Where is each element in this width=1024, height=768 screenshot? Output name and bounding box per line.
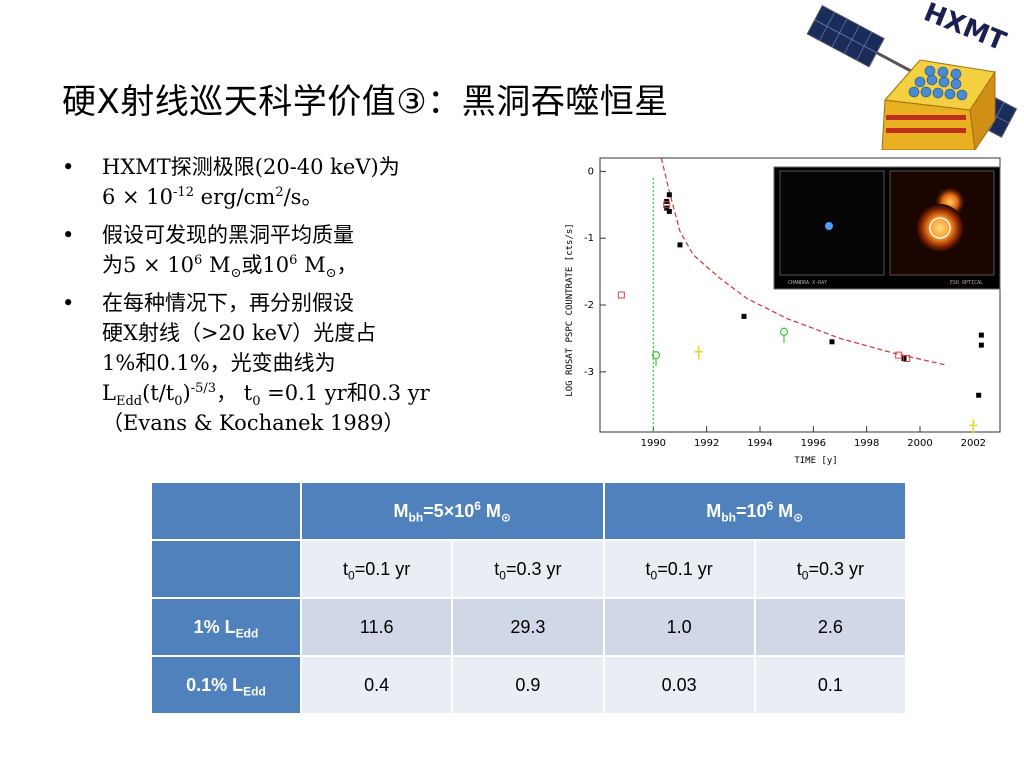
header-mass-5e6: Mbh=5×106 M⊙ bbox=[300, 481, 605, 541]
y-tick-label: -2 bbox=[584, 300, 594, 311]
bullet-line: 假设可发现的黑洞平均质量 bbox=[102, 223, 354, 247]
subheader-t0: t0=0.3 yr bbox=[753, 539, 908, 599]
bullet-line: 在每种情况下，再分别假设 bbox=[102, 291, 354, 315]
data-point bbox=[978, 332, 984, 338]
bullet-line: LEdd(t/t0)-5/3， t0 =0.1 yr和0.3 yr bbox=[102, 381, 430, 410]
bullet-line: 为5 × 106 M⊙或106 M⊙， bbox=[102, 253, 358, 282]
bullet-marker: • bbox=[62, 155, 75, 179]
data-point bbox=[976, 392, 982, 398]
lightcurve-chart: 1990 1992 1994 1996 1998 2000 2002 0 -1 -2 -3 CHAN… bbox=[558, 150, 1008, 470]
inset-label-chandra: CHANDRA X-RAY bbox=[788, 280, 827, 286]
slide-title: 硬X射线巡天科学价值③：黑洞吞噬恒星 bbox=[62, 82, 669, 122]
table-row: 1% LEdd 11.6 29.3 1.0 2.6 bbox=[150, 597, 908, 657]
table-cell: 11.6 bbox=[299, 597, 454, 657]
row-label: 0.1% LEdd bbox=[150, 655, 302, 715]
y-tick-label: -3 bbox=[584, 367, 594, 378]
bullet-line: （Evans & Kochanek 1989） bbox=[102, 411, 405, 435]
x-tick-label: 2000 bbox=[907, 438, 932, 449]
x-tick-label: 1994 bbox=[747, 438, 772, 449]
inset-label-eso: ESO OPTICAL bbox=[950, 280, 983, 286]
bullet-marker: • bbox=[62, 223, 75, 247]
data-point bbox=[978, 342, 984, 348]
x-tick-label: 1998 bbox=[854, 438, 879, 449]
subheader-t0: t0=0.1 yr bbox=[299, 539, 454, 599]
row-label: 1% LEdd bbox=[150, 597, 302, 657]
subheader-t0: t0=0.3 yr bbox=[451, 539, 605, 599]
data-point bbox=[829, 339, 835, 345]
table-cell: 0.1 bbox=[753, 655, 908, 715]
subheader-corner bbox=[150, 539, 302, 599]
data-point bbox=[663, 201, 671, 209]
table-row: 0.1% LEdd 0.4 0.9 0.03 0.1 bbox=[150, 655, 908, 715]
header-mass-1e6: Mbh=106 M⊙ bbox=[602, 481, 907, 541]
table-header-row: Mbh=5×106 M⊙ Mbh=106 M⊙ bbox=[150, 481, 907, 541]
data-point bbox=[666, 208, 672, 214]
bullet-item: • 在每种情况下，再分别假设 硬X射线（>20 keV）光度占 1%和0.1%，… bbox=[62, 288, 492, 438]
inset-images: CHANDRA X-RAY ESO OPTICAL bbox=[773, 166, 1001, 290]
model-curve bbox=[660, 157, 947, 366]
hxmt-satellite-logo: HXMT bbox=[806, 0, 1018, 150]
bullet-line: HXMT探测极限(20-40 keV)为 bbox=[102, 155, 400, 179]
x-tick-label: 1990 bbox=[641, 438, 666, 449]
table-cell: 0.03 bbox=[602, 655, 756, 715]
plot-frame bbox=[599, 157, 1001, 433]
subheader-t0: t0=0.1 yr bbox=[602, 539, 756, 599]
chandra-source bbox=[825, 222, 833, 230]
bullet-line: 6 × 10-12 erg/cm2/s。 bbox=[102, 185, 323, 209]
table-cell: 29.3 bbox=[451, 597, 605, 657]
bullet-list: • HXMT探测极限(20-40 keV)为 6 × 10-12 erg/cm2… bbox=[62, 152, 492, 446]
table-cell: 2.6 bbox=[753, 597, 908, 657]
table-cell: 1.0 bbox=[602, 597, 756, 657]
bullet-line: 硬X射线（>20 keV）光度占 bbox=[102, 321, 377, 345]
bullet-line: 1%和0.1%，光变曲线为 bbox=[102, 351, 336, 375]
chart-xlabel: TIME [y] bbox=[794, 456, 837, 466]
data-point bbox=[666, 192, 672, 198]
header-corner bbox=[150, 481, 302, 541]
data-point bbox=[903, 354, 911, 362]
y-tick-label: -1 bbox=[584, 233, 594, 244]
bullet-marker: • bbox=[62, 291, 75, 315]
data-point bbox=[741, 313, 747, 319]
y-tick-label: 0 bbox=[588, 166, 594, 177]
x-tick-label: 2002 bbox=[961, 438, 986, 449]
bullet-item: • HXMT探测极限(20-40 keV)为 6 × 10-12 erg/cm2… bbox=[62, 152, 492, 212]
x-tick-label: 1996 bbox=[801, 438, 826, 449]
logo-text: HXMT bbox=[920, 0, 1011, 57]
chart-ylabel: LOG ROSAT PSPC COUNTRATE [cts/s] bbox=[565, 223, 575, 396]
results-table: Mbh=5×106 M⊙ Mbh=106 M⊙ t0=0.1 yr t0=0.3… bbox=[150, 481, 908, 715]
table-cell: 0.9 bbox=[451, 655, 605, 715]
table-subheader-row: t0=0.1 yr t0=0.3 yr t0=0.1 yr t0=0.3 yr bbox=[150, 539, 908, 599]
table-cell: 0.4 bbox=[299, 655, 454, 715]
bullet-item: • 假设可发现的黑洞平均质量 为5 × 106 M⊙或106 M⊙， bbox=[62, 220, 492, 280]
data-point bbox=[677, 242, 683, 248]
x-tick-label: 1992 bbox=[694, 438, 719, 449]
data-point bbox=[895, 351, 903, 359]
data-point bbox=[617, 291, 625, 299]
